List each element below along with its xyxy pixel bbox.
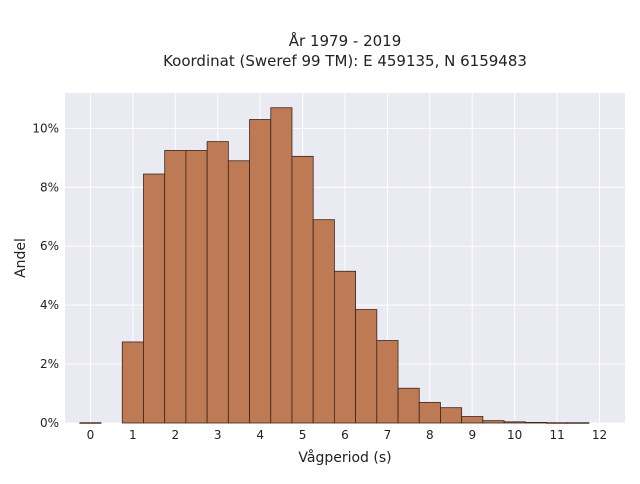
histogram-bar — [503, 421, 526, 424]
x-tick-label: 2 — [171, 428, 179, 442]
x-tick-label: 9 — [468, 428, 476, 442]
x-tick-label: 6 — [341, 428, 349, 442]
x-tick-label: 4 — [256, 428, 264, 442]
y-tick-label: 10% — [32, 121, 59, 135]
histogram-bar — [376, 340, 399, 424]
histogram-bar — [143, 173, 166, 424]
y-tick-label: 0% — [40, 416, 59, 430]
histogram-bar — [270, 107, 293, 424]
histogram-bar — [567, 422, 590, 424]
histogram-bar — [546, 422, 569, 424]
x-tick-label: 3 — [214, 428, 222, 442]
x-tick-label: 5 — [299, 428, 307, 442]
histogram-bar — [355, 309, 378, 424]
histogram-bar — [121, 341, 144, 424]
x-tick-label: 12 — [592, 428, 607, 442]
histogram-bar — [79, 422, 102, 424]
histogram-bar — [185, 150, 208, 424]
histogram-bar — [440, 407, 463, 424]
chart-title-line1: År 1979 - 2019 — [289, 31, 402, 50]
histogram-bar — [227, 160, 250, 424]
histogram-bar — [249, 119, 272, 424]
x-tick-label: 10 — [507, 428, 522, 442]
histogram-bar — [164, 150, 187, 424]
x-tick-label: 1 — [129, 428, 137, 442]
chart-title-line2: Koordinat (Sweref 99 TM): E 459135, N 61… — [163, 52, 527, 70]
histogram-bar — [482, 420, 505, 424]
x-tick-label: 11 — [549, 428, 564, 442]
y-axis-ticks: 0% 2% 4% 6% 8% 10% — [32, 121, 59, 430]
histogram-bar — [397, 387, 420, 424]
histogram-bar — [291, 155, 314, 424]
histogram-bar — [461, 416, 484, 424]
x-tick-label: 0 — [87, 428, 95, 442]
y-tick-label: 6% — [40, 239, 59, 253]
histogram-bar — [312, 219, 335, 424]
x-axis-label: Vågperiod (s) — [298, 449, 391, 466]
x-axis-ticks: 0 1 2 3 4 5 6 7 8 9 10 11 12 — [87, 428, 608, 442]
x-tick-label: 7 — [384, 428, 392, 442]
x-tick-label: 8 — [426, 428, 434, 442]
y-axis-label: Andel — [13, 238, 29, 278]
y-tick-label: 2% — [40, 357, 59, 371]
histogram-bar — [524, 422, 547, 424]
y-tick-label: 4% — [40, 298, 59, 312]
histogram-bar — [206, 141, 229, 424]
histogram-bars — [79, 107, 590, 424]
histogram-bar — [418, 401, 441, 424]
histogram-bar — [333, 270, 357, 424]
y-tick-label: 8% — [40, 180, 59, 194]
